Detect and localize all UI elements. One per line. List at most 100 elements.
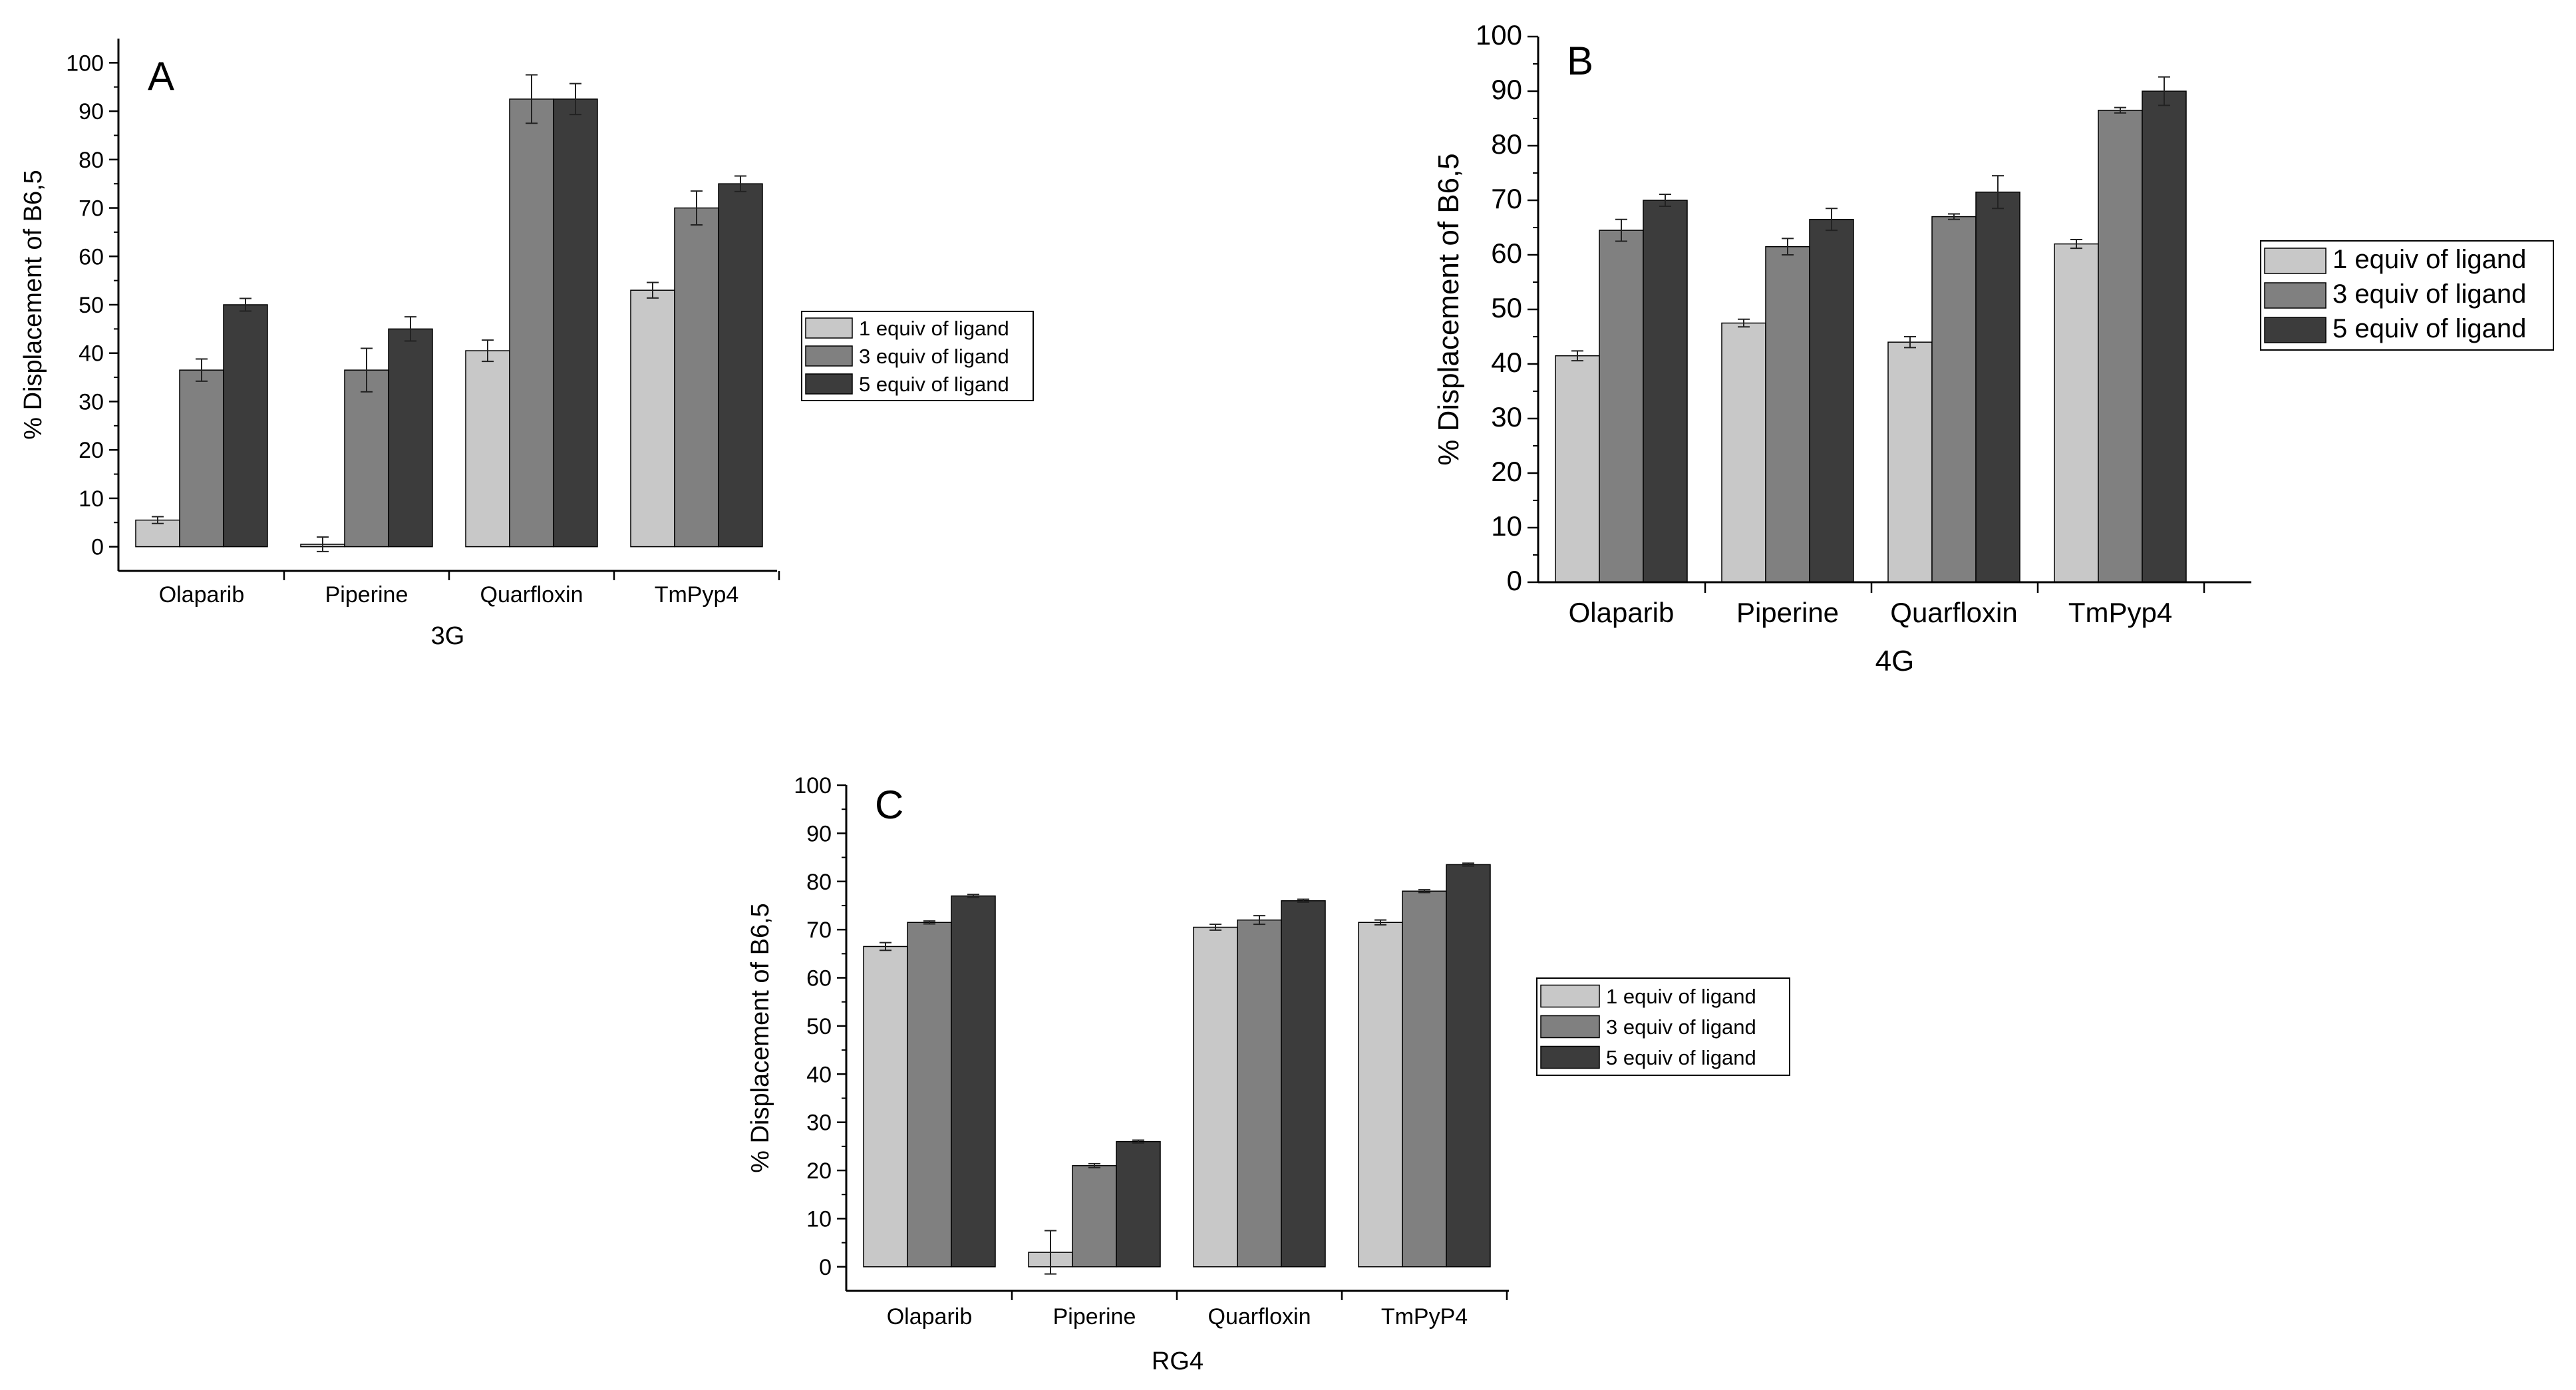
y-tick-label: 20 xyxy=(806,1158,832,1184)
bar xyxy=(1721,322,1766,583)
bar xyxy=(1402,890,1447,1268)
y-tick-label: 50 xyxy=(806,1014,832,1039)
bar xyxy=(2142,90,2187,583)
bar xyxy=(344,369,389,548)
bar xyxy=(718,183,763,548)
bar xyxy=(223,304,268,548)
y-tick-label: 100 xyxy=(794,773,832,798)
legend-swatch xyxy=(1540,1015,1600,1039)
y-tick-label: 10 xyxy=(1491,510,1522,542)
bar xyxy=(630,289,675,548)
y-tick-label: 80 xyxy=(1491,128,1522,160)
y-tick-label: 100 xyxy=(66,51,104,76)
x-tick-label: Piperine xyxy=(1736,597,1839,628)
bar xyxy=(1116,1140,1161,1268)
legend-swatch xyxy=(1540,1045,1600,1069)
y-tick-label: 80 xyxy=(806,870,832,895)
x-axis-title: 3G xyxy=(431,622,465,650)
legend-swatch xyxy=(2264,317,2327,343)
bar xyxy=(1975,191,2020,583)
y-tick-label: 30 xyxy=(79,389,104,415)
x-tick-label: Quarfloxin xyxy=(480,582,583,608)
bar xyxy=(1193,926,1238,1268)
y-tick-label: 80 xyxy=(79,148,104,173)
legend-label: 5 equiv of ligand xyxy=(1606,1046,1756,1069)
bar xyxy=(179,369,224,548)
y-tick-label: 0 xyxy=(91,535,104,560)
bar xyxy=(1643,200,1688,583)
legend-swatch xyxy=(805,345,853,367)
legend-swatch xyxy=(2264,248,2327,274)
bar xyxy=(465,350,510,548)
bar xyxy=(1887,341,1933,583)
y-axis-title: % Displacement of B6,5 xyxy=(1432,153,1465,466)
y-tick-label: 60 xyxy=(1491,238,1522,269)
x-axis-title: RG4 xyxy=(1152,1347,1204,1375)
bar xyxy=(1446,864,1491,1268)
legend-label: 1 equiv of ligand xyxy=(859,317,1009,340)
legend: 1 equiv of ligand 3 equiv of ligand 5 equi… xyxy=(2260,240,2554,351)
x-tick-label: Quarfloxin xyxy=(1208,1304,1311,1329)
x-tick-label: TmPyp4 xyxy=(2068,597,2172,628)
y-tick-label: 70 xyxy=(79,196,104,222)
bar xyxy=(1358,922,1403,1268)
y-tick-label: 20 xyxy=(1491,456,1522,487)
y-tick-label: 60 xyxy=(79,244,104,269)
y-axis-title: % Displacement of B6,5 xyxy=(19,170,47,440)
y-tick-label: 50 xyxy=(1491,292,1522,323)
bar xyxy=(2054,243,2099,583)
bar xyxy=(951,895,996,1268)
x-tick-label: TmPyp4 xyxy=(655,582,739,608)
bar xyxy=(907,922,952,1268)
x-axis-title: 4G xyxy=(1875,645,1915,677)
bar xyxy=(388,328,433,548)
y-tick-label: 40 xyxy=(79,341,104,367)
bar xyxy=(1072,1165,1117,1268)
y-tick-label: 50 xyxy=(79,293,104,318)
bar xyxy=(674,207,719,548)
y-tick-label: 40 xyxy=(1491,347,1522,378)
bar xyxy=(1555,355,1600,583)
panel-letter: C xyxy=(875,782,903,827)
y-tick-label: 20 xyxy=(79,438,104,463)
bar xyxy=(1765,246,1810,583)
y-tick-label: 10 xyxy=(79,486,104,512)
x-tick-label: Olaparib xyxy=(1569,597,1675,628)
bar xyxy=(1931,216,1977,583)
x-tick-label: Olaparib xyxy=(887,1304,973,1329)
bar xyxy=(2098,109,2143,583)
legend-swatch xyxy=(1540,984,1600,1008)
y-tick-label: 70 xyxy=(1491,183,1522,214)
chart-panel-c: Olaparib Piperine Quarfloxin TmPyP4 0 10 20 30 4… xyxy=(746,773,1790,1375)
y-axis-title: % Displacement of B6,5 xyxy=(746,903,774,1173)
x-tick-label: Piperine xyxy=(325,582,408,608)
x-tick-label: Piperine xyxy=(1053,1304,1136,1329)
y-tick-label: 70 xyxy=(806,918,832,943)
legend-label: 3 equiv of ligand xyxy=(2333,279,2526,309)
bar xyxy=(1281,900,1326,1268)
x-tick-label: Olaparib xyxy=(159,582,245,608)
legend-label: 3 equiv of ligand xyxy=(1606,1015,1756,1039)
y-tick-label: 30 xyxy=(806,1111,832,1136)
legend: 1 equiv of ligand 3 equiv of ligand 5 equi… xyxy=(1536,977,1790,1076)
bar xyxy=(135,519,180,548)
y-tick-label: 90 xyxy=(806,821,832,846)
x-tick-label: TmPyP4 xyxy=(1381,1304,1468,1329)
chart-panel-a: Olaparib Piperine Quarfloxin TmPyp4 0 10 20 30 4… xyxy=(19,39,1034,650)
y-tick-label: 90 xyxy=(1491,74,1522,105)
legend-swatch xyxy=(805,373,853,395)
y-tick-label: 40 xyxy=(806,1062,832,1087)
legend-label: 1 equiv of ligand xyxy=(2333,245,2526,274)
y-tick-label: 30 xyxy=(1491,401,1522,433)
y-tick-label: 0 xyxy=(1507,565,1522,596)
legend-swatch xyxy=(805,317,853,339)
bar xyxy=(863,946,908,1268)
bar xyxy=(1237,919,1282,1268)
y-tick-label: 100 xyxy=(1476,19,1522,51)
legend-swatch xyxy=(2264,282,2327,309)
bar xyxy=(1599,230,1644,583)
legend-label: 1 equiv of ligand xyxy=(1606,985,1756,1008)
legend: 1 equiv of ligand 3 equiv of ligand 5 equi… xyxy=(801,311,1034,401)
x-tick-label: Quarfloxin xyxy=(1890,597,2017,628)
